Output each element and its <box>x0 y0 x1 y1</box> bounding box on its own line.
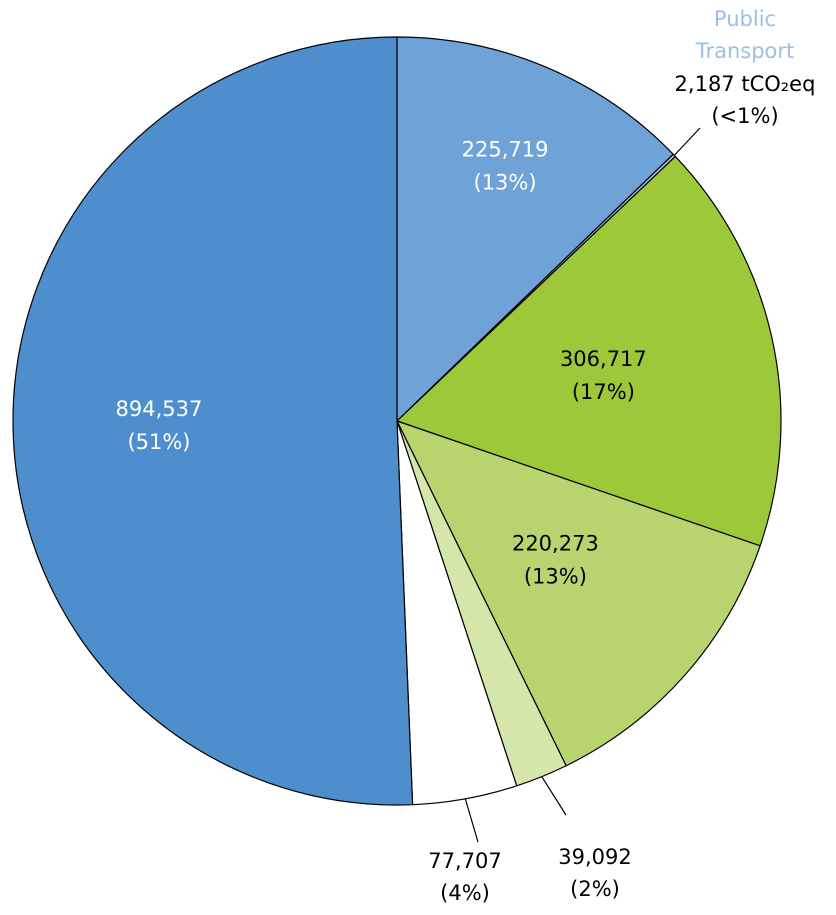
value-label: 306,717 <box>560 347 647 371</box>
slice-name-line: Public <box>714 7 776 31</box>
value-label: 39,092 <box>558 845 631 869</box>
percent-label: (2%) <box>570 877 620 901</box>
value-label: 2,187 tCO₂eq <box>675 72 816 96</box>
pie-slice <box>395 155 782 547</box>
leader-line <box>541 776 567 816</box>
pie-slice <box>12 36 414 806</box>
percent-label: (<1%) <box>711 104 778 128</box>
value-label: 225,719 <box>462 138 549 162</box>
leader-line <box>464 798 479 843</box>
leader-line <box>673 127 701 156</box>
pie-slice <box>396 36 675 423</box>
slice-name: Public Transport <box>695 7 795 63</box>
percent-label: (51%) <box>127 430 190 454</box>
percent-label: (13%) <box>474 171 537 195</box>
value-label: 894,537 <box>116 397 203 421</box>
percent-label: (13%) <box>524 565 587 589</box>
percent-label: (17%) <box>572 380 635 404</box>
slice-name-line: Transport <box>695 39 795 63</box>
value-label: 77,707 <box>428 849 501 873</box>
percent-label: (4%) <box>440 881 490 905</box>
value-label: 220,273 <box>512 532 599 556</box>
pie-slice <box>395 419 761 767</box>
